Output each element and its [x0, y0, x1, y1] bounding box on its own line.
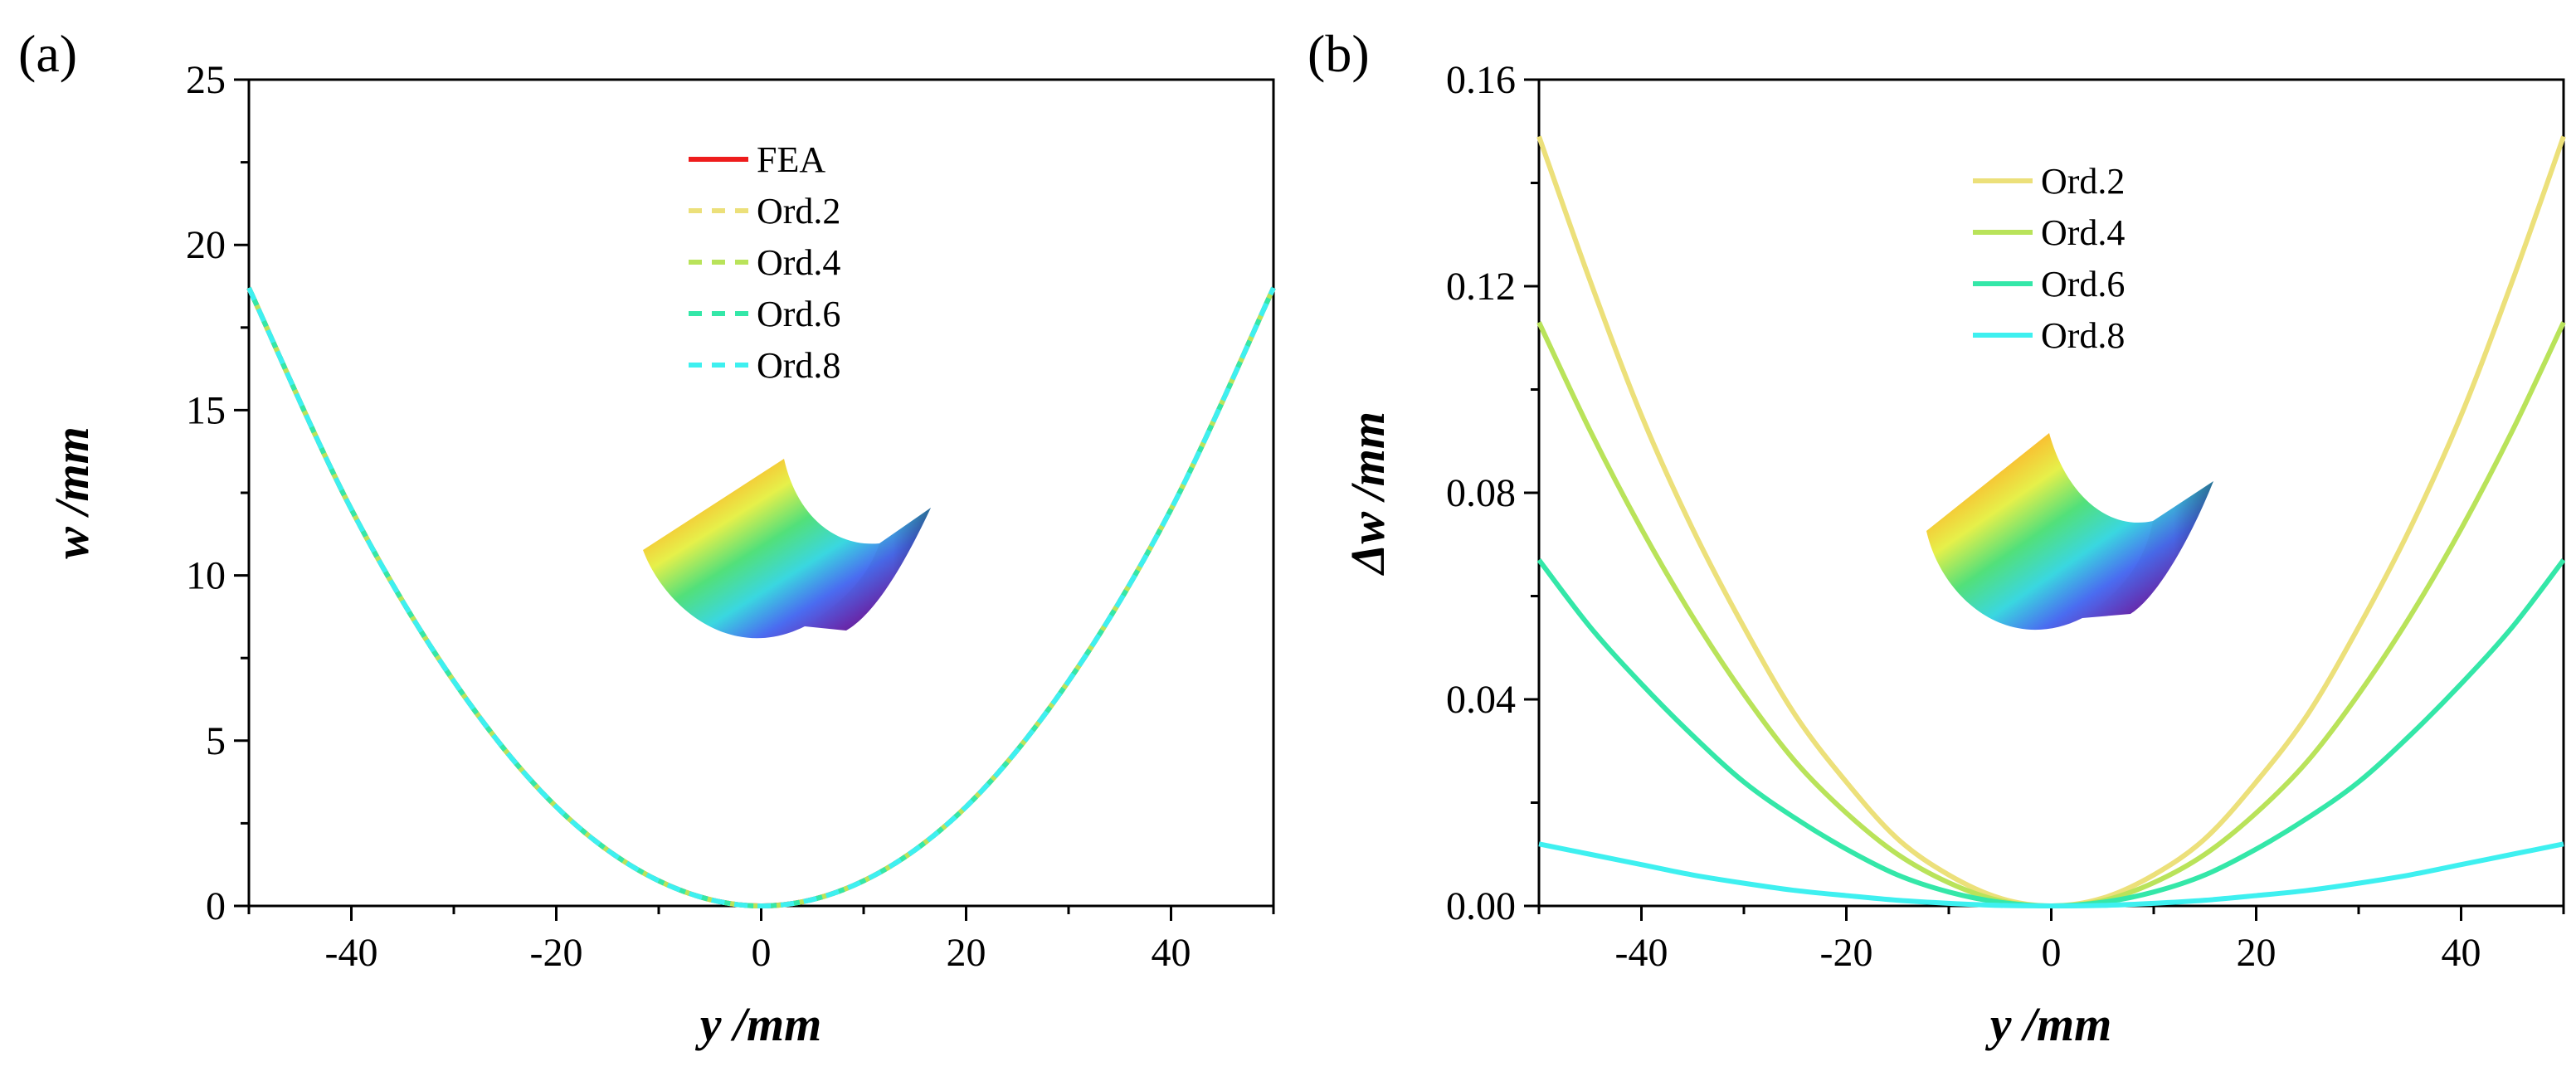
legend-entry: Ord.4 — [757, 242, 840, 283]
y-tick-label: 0.16 — [1446, 58, 1516, 102]
x-tick-label: 20 — [947, 931, 986, 975]
panel-a-ticks — [234, 78, 1275, 921]
legend-entry: Ord.8 — [757, 345, 840, 386]
panel-b-ticks — [1524, 78, 2565, 921]
legend-entry: Ord.4 — [2041, 212, 2125, 253]
x-tick-label: -20 — [1820, 931, 1873, 975]
legend-entry: FEA — [757, 139, 825, 180]
panel-b-chart: (b) -40 -20 0 20 40 0.00 0.04 0.08 0.12 0.16 Ord.… — [1307, 24, 2566, 1051]
series-line-ord8 — [1538, 841, 2564, 909]
panel-b-y-axis-label: Δw /mm — [1341, 411, 1395, 576]
y-tick-label: 25 — [186, 58, 226, 102]
legend-entry: Ord.2 — [757, 191, 840, 231]
panel-b-tick-labels: -40 -20 0 20 40 0.00 0.04 0.08 0.12 0.16 — [1446, 58, 2481, 975]
panel-a-inset-plate-icon — [643, 459, 931, 639]
x-tick-label: -20 — [530, 931, 583, 975]
y-tick-label: 0.04 — [1446, 678, 1516, 722]
y-tick-label: 10 — [186, 554, 226, 598]
panel-a-tick-labels: -40 -20 0 20 40 0 5 10 15 20 25 — [186, 58, 1191, 975]
y-tick-label: 5 — [206, 719, 226, 763]
panel-a-legend: FEA Ord.2 Ord.4 Ord.6 Ord.8 — [689, 139, 840, 386]
panel-a-label: (a) — [18, 24, 77, 83]
panel-a-y-axis-label: w /mm — [45, 426, 99, 559]
legend-entry: Ord.6 — [757, 294, 840, 334]
legend-entry: Ord.2 — [2041, 161, 2125, 202]
y-tick-label: 0.12 — [1446, 265, 1516, 309]
legend-entry: Ord.6 — [2041, 264, 2125, 304]
x-tick-label: 0 — [752, 931, 772, 975]
x-tick-label: 0 — [2042, 931, 2062, 975]
panel-b-legend: Ord.2 Ord.4 Ord.6 Ord.8 — [1973, 161, 2125, 356]
x-tick-label: 20 — [2237, 931, 2277, 975]
y-tick-label: 15 — [186, 388, 226, 432]
panel-b-x-axis-label: y /mm — [1985, 997, 2112, 1051]
x-tick-label: -40 — [325, 931, 378, 975]
panel-a-chart: (a) -40 -20 0 20 40 0 5 10 15 20 25 FEA Ord.2 Ord.4 O… — [18, 24, 1276, 1051]
panel-b-inset-plate-icon — [1926, 433, 2213, 631]
panel-a-x-axis-label: y /mm — [695, 997, 822, 1051]
panel-b-series — [1536, 135, 2566, 909]
y-tick-label: 0.08 — [1446, 471, 1516, 515]
x-tick-label: -40 — [1615, 931, 1668, 975]
series-line-ord8 — [246, 286, 1276, 909]
panel-b-label: (b) — [1307, 24, 1370, 83]
y-tick-label: 0 — [206, 884, 226, 928]
y-tick-label: 0.00 — [1446, 884, 1516, 928]
y-tick-label: 20 — [186, 223, 226, 267]
legend-entry: Ord.8 — [2041, 315, 2125, 356]
panel-a-series — [246, 286, 1276, 909]
x-tick-label: 40 — [2442, 931, 2481, 975]
x-tick-label: 40 — [1152, 931, 1191, 975]
